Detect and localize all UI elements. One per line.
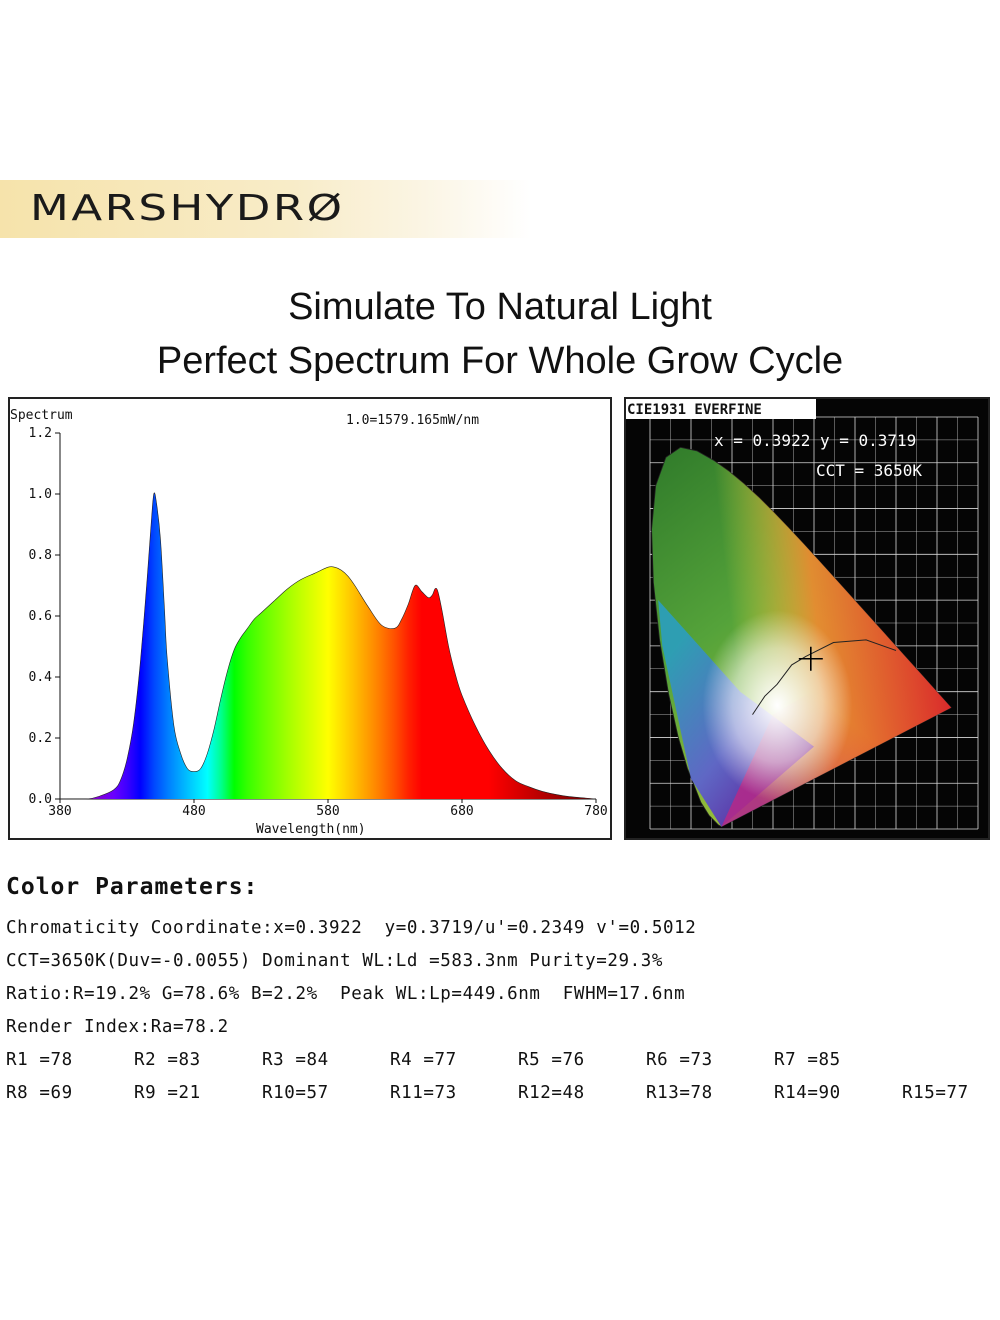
color-parameters: Color Parameters: — [6, 874, 258, 900]
cie-white-region — [651, 447, 952, 827]
render-index-cell: R15=77 — [902, 1083, 969, 1103]
params-chromaticity: Chromaticity Coordinate:x=0.3922 y=0.371… — [6, 918, 697, 938]
spectrum-chart-panel: Spectrum 1.0=1579.165mW/nm Wavelength(nm… — [8, 397, 612, 840]
render-index-cell: R3 =84 — [262, 1050, 329, 1070]
spectrum-series-line — [59, 492, 597, 800]
render-index-cell: R12=48 — [518, 1083, 585, 1103]
spectrum-y-tick-label: 0.6 — [29, 609, 52, 624]
render-index-cell: R7 =85 — [774, 1050, 841, 1070]
cie-diagram: CIE1931 EVERFINE x = 0.3922 y = 0.3719 C… — [626, 399, 979, 830]
spectrum-y-tick-label: 0.2 — [29, 731, 52, 746]
spectrum-chart: Spectrum 1.0=1579.165mW/nm Wavelength(nm… — [10, 408, 608, 837]
render-index-cell: R8 =69 — [6, 1083, 73, 1103]
render-index-cell: R6 =73 — [646, 1050, 713, 1070]
headline-line-1: Simulate To Natural Light — [288, 286, 712, 328]
spectrum-y-tick-label: 1.2 — [29, 426, 52, 441]
cie-chromaticity-marker — [798, 646, 823, 671]
spectrum-x-tick-label: 780 — [584, 804, 607, 819]
params-title: Color Parameters: — [6, 874, 259, 900]
cie-xy-annotation: x = 0.3922 y = 0.3719 — [714, 431, 916, 450]
render-index-cell: R9 =21 — [134, 1083, 201, 1103]
spectrum-y-tick-label: 0.4 — [29, 670, 53, 685]
spectrum-y-tick-label: 0.0 — [29, 792, 52, 807]
headline-line-2: Perfect Spectrum For Whole Grow Cycle — [156, 340, 844, 382]
spectrum-x-tick-label: 580 — [316, 804, 339, 819]
render-index-cell: R11=73 — [390, 1083, 457, 1103]
params-cct: CCT=3650K(Duv=-0.0055) Dominant WL:Ld =5… — [6, 951, 664, 971]
render-index-cell: R10=57 — [262, 1083, 329, 1103]
render-index-cell: R5 =76 — [518, 1050, 585, 1070]
brand-logo: MARSHYDRØ — [30, 188, 345, 229]
spectrum-y-tick-label: 0.8 — [29, 548, 52, 563]
render-index-cell: R4 =77 — [390, 1050, 457, 1070]
render-index-cell: R1 =78 — [6, 1050, 73, 1070]
cie-title: CIE1931 EVERFINE — [627, 402, 762, 418]
spectrum-area — [60, 492, 596, 800]
cie-diagram-panel: CIE1931 EVERFINE x = 0.3922 y = 0.3719 C… — [624, 397, 990, 840]
spectrum-x-tick-label: 680 — [450, 804, 473, 819]
render-index-cell: R2 =83 — [134, 1050, 201, 1070]
spectrum-title: Spectrum — [10, 408, 73, 423]
params-render-index: Render Index:Ra=78.2 — [6, 1017, 229, 1037]
render-index-cell: R14=90 — [774, 1083, 841, 1103]
render-index-cell: R13=78 — [646, 1083, 713, 1103]
spectrum-x-tick-label: 380 — [48, 804, 71, 819]
cie-cct-annotation: CCT = 3650K — [816, 461, 922, 480]
spectrum-y-tick-label: 1.0 — [29, 487, 52, 502]
brand-banner — [0, 180, 530, 238]
spectrum-x-tick-label: 480 — [182, 804, 205, 819]
spectrum-annotation: 1.0=1579.165mW/nm — [346, 413, 479, 428]
cie-planckian-locus — [752, 639, 897, 715]
params-ratio: Ratio:R=19.2% G=78.6% B=2.2% Peak WL:Lp=… — [6, 984, 686, 1004]
spectrum-xlabel: Wavelength(nm) — [256, 822, 366, 837]
